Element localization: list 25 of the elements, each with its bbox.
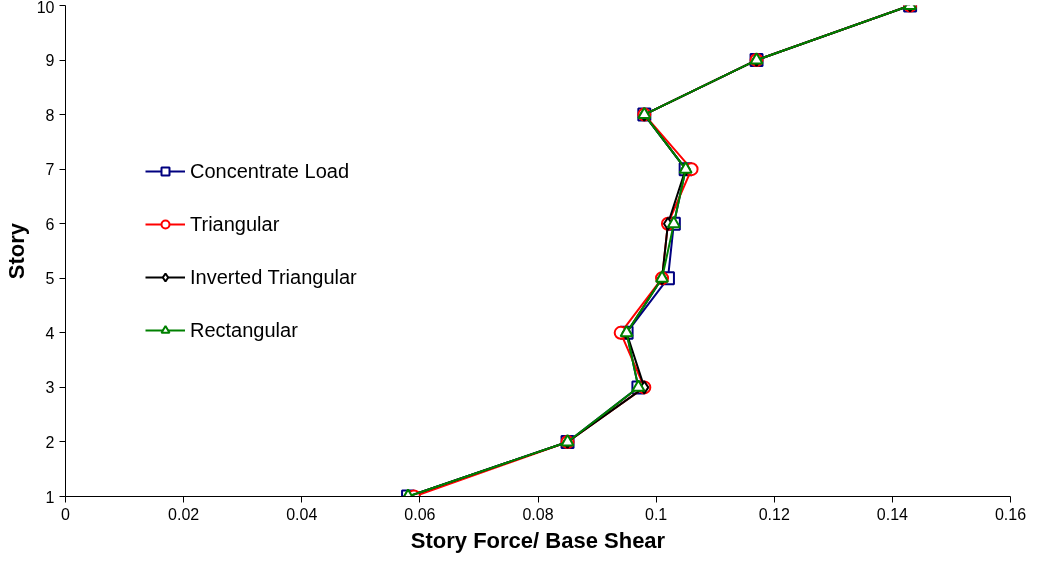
x-tick-label: 0.04	[286, 505, 318, 523]
y-tick-label: 6	[45, 215, 55, 233]
x-tick-label: 0.08	[522, 505, 554, 523]
x-tick-label: 0.06	[404, 505, 436, 523]
legend-label: Concentrate Load	[190, 159, 350, 183]
y-tick-label: 1	[45, 488, 55, 506]
y-tick-label: 8	[45, 106, 55, 124]
y-axis-title: Story	[3, 222, 29, 280]
y-tick-label: 7	[45, 161, 55, 179]
y-tick-label: 9	[45, 52, 55, 70]
x-tick-label: 0.12	[758, 505, 790, 523]
x-tick-label: 0.16	[994, 505, 1027, 523]
y-tick-label: 5	[45, 270, 55, 288]
legend-label: Inverted Triangular	[190, 265, 357, 289]
x-tick-label: 0.1	[645, 505, 668, 523]
x-axis-title: Story Force/ Base Shear	[410, 527, 666, 553]
y-tick-label: 3	[45, 379, 55, 397]
y-tick-label: 4	[45, 324, 55, 342]
legend-label: Rectangular	[190, 318, 298, 342]
y-tick-label: 2	[45, 433, 55, 451]
legend-label: Triangular	[190, 212, 280, 236]
x-tick-label: 0	[61, 505, 71, 523]
x-tick-label: 0.02	[168, 505, 200, 523]
y-tick-label: 10	[36, 0, 55, 16]
x-tick-label: 0.14	[876, 505, 909, 523]
